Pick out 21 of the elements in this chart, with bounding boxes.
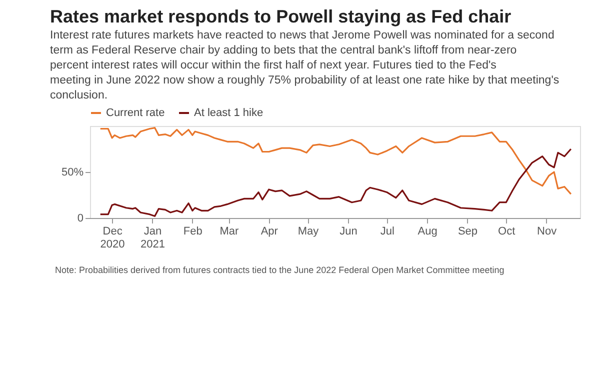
x-tick-label: Aug: [418, 226, 438, 238]
x-tick-label: Apr: [260, 226, 278, 238]
x-tick-label: Jan 2021: [140, 226, 165, 250]
x-tick-label: May: [298, 226, 320, 238]
y-tick-label: 50%: [61, 166, 84, 178]
line-series: [100, 148, 572, 217]
x-tick-label: Mar: [220, 226, 240, 238]
line-series: [100, 127, 572, 195]
y-tick-label: 0: [77, 212, 84, 224]
x-tick-label: Jun: [340, 226, 358, 238]
x-tick-label: Nov: [537, 226, 558, 238]
text: Note: Probabilities derived from futures contracts tied to the June 2022 Federal Open Market Committee meeting: [55, 265, 504, 275]
chart-title: Rates market responds to Powell staying as Fed chair: [50, 6, 512, 26]
x-tick-label: Jul: [380, 226, 394, 238]
x-tick-label: Feb: [183, 226, 202, 238]
chart-subtitle: Interest rate futures markets have reacted to news that Jerome Powell was nominated for a second term as Federal Reserve chair by adding to bets that the central bank's liftoff from near-zero percent interest rates will occur within the first half of next year. Futures tied to the Fed's meeting in June 2022 now show a roughly 75% probability of at least one rate hike by that meeting's conclusion.: [50, 30, 560, 102]
legend-label: At least 1 hike: [194, 107, 264, 119]
x-tick-label: Sep: [458, 226, 478, 238]
x-tick-label: Oct: [498, 226, 516, 238]
x-tick-label: Dec 2020: [100, 226, 125, 250]
legend-label: Current rate: [106, 107, 165, 119]
